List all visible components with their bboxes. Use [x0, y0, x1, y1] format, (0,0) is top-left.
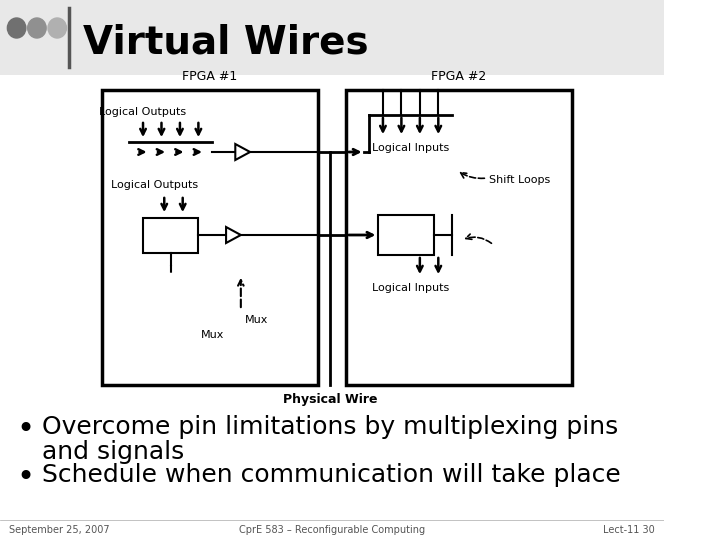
Text: Logical Outputs: Logical Outputs — [112, 180, 199, 190]
Text: Mux: Mux — [201, 330, 224, 340]
Bar — [378, 215, 433, 255]
Text: FPGA #1: FPGA #1 — [182, 70, 238, 83]
Text: Logical Outputs: Logical Outputs — [99, 107, 186, 117]
Polygon shape — [226, 227, 240, 243]
Bar — [346, 90, 572, 385]
Text: FPGA #2: FPGA #2 — [431, 70, 487, 83]
Text: Overcome pin limitations by multiplexing pins: Overcome pin limitations by multiplexing… — [42, 415, 618, 439]
Polygon shape — [235, 144, 250, 160]
Text: •: • — [17, 463, 35, 492]
Circle shape — [7, 18, 26, 38]
Text: Logical Inputs: Logical Inputs — [372, 283, 449, 293]
Text: Shift Loops: Shift Loops — [489, 175, 550, 185]
Text: Logical Inputs: Logical Inputs — [372, 143, 449, 153]
Circle shape — [27, 18, 46, 38]
Text: Physical Wire: Physical Wire — [283, 393, 377, 406]
Text: Schedule when communication will take place: Schedule when communication will take pl… — [42, 463, 620, 487]
Circle shape — [48, 18, 66, 38]
Text: •: • — [17, 415, 35, 444]
Text: Virtual Wires: Virtual Wires — [83, 23, 369, 61]
Text: Mux: Mux — [245, 315, 268, 325]
Text: CprE 583 – Reconfigurable Computing: CprE 583 – Reconfigurable Computing — [239, 525, 426, 535]
FancyBboxPatch shape — [0, 0, 665, 75]
Text: and signals: and signals — [42, 440, 184, 464]
Bar — [102, 90, 318, 385]
Text: September 25, 2007: September 25, 2007 — [9, 525, 110, 535]
Text: Lect-11 30: Lect-11 30 — [603, 525, 655, 535]
Bar — [143, 218, 199, 253]
